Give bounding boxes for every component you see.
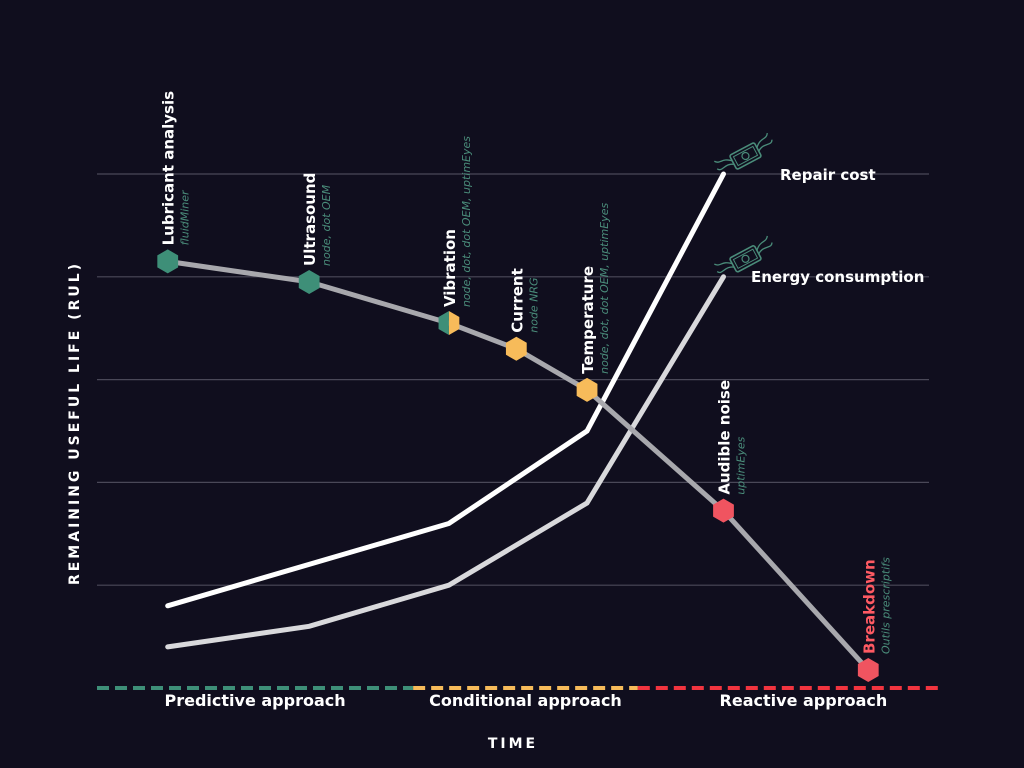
series-label: Energy consumption [751,268,924,286]
sensor-marker [857,658,879,683]
approach-label: Conditional approach [429,691,622,710]
sensor-marker [298,269,320,294]
y-axis-title: REMAINING USEFUL LIFE (RUL) [67,261,83,585]
sensor-label: Audible noise [715,380,733,495]
sensor-label: Current [508,268,526,333]
flying-money-icon [714,132,773,171]
sensor-marker [576,377,598,402]
approach-label: Predictive approach [165,691,346,710]
sensor-marker [157,249,179,274]
approach-label: Reactive approach [720,691,888,710]
sensor-sublabel: uptimEyes [734,436,747,494]
series-label: Repair cost [780,166,876,184]
sensor-markers [157,249,879,683]
series-line [165,171,726,609]
sensor-labels: Lubricant analysis fluidMiner Ultrasound no… [160,91,893,654]
sensor-marker [713,498,734,523]
sensor-sublabel: fluidMiner [179,189,192,245]
sensor-sublabel: node, dot, dot OEM, uptimEyes [460,136,473,307]
sensor-label: Breakdown [860,559,878,654]
sensor-marker [505,336,527,361]
approach-labels: Predictive approach Conditional approach R… [165,691,888,710]
sensor-sublabel: node, dot OEM [320,184,333,266]
sensor-marker [438,311,460,336]
sensor-sublabel: node, dot, dot OEM, uptimEyes [598,203,611,374]
x-axis-title: TIME [488,736,538,752]
sensor-label: Ultrasound [301,173,319,266]
sensor-label: Temperature [579,266,597,374]
money-icons [714,132,773,274]
grid-lines [97,173,929,586]
sensor-label: Vibration [441,229,459,307]
sensor-sublabel: Outils prescriptifs [879,557,892,654]
flying-money-icon [714,235,773,274]
sensor-sublabel: node NRG [527,277,540,332]
cost-series: Repair cost Energy consumption [165,166,924,650]
sensor-label: Lubricant analysis [160,91,178,246]
